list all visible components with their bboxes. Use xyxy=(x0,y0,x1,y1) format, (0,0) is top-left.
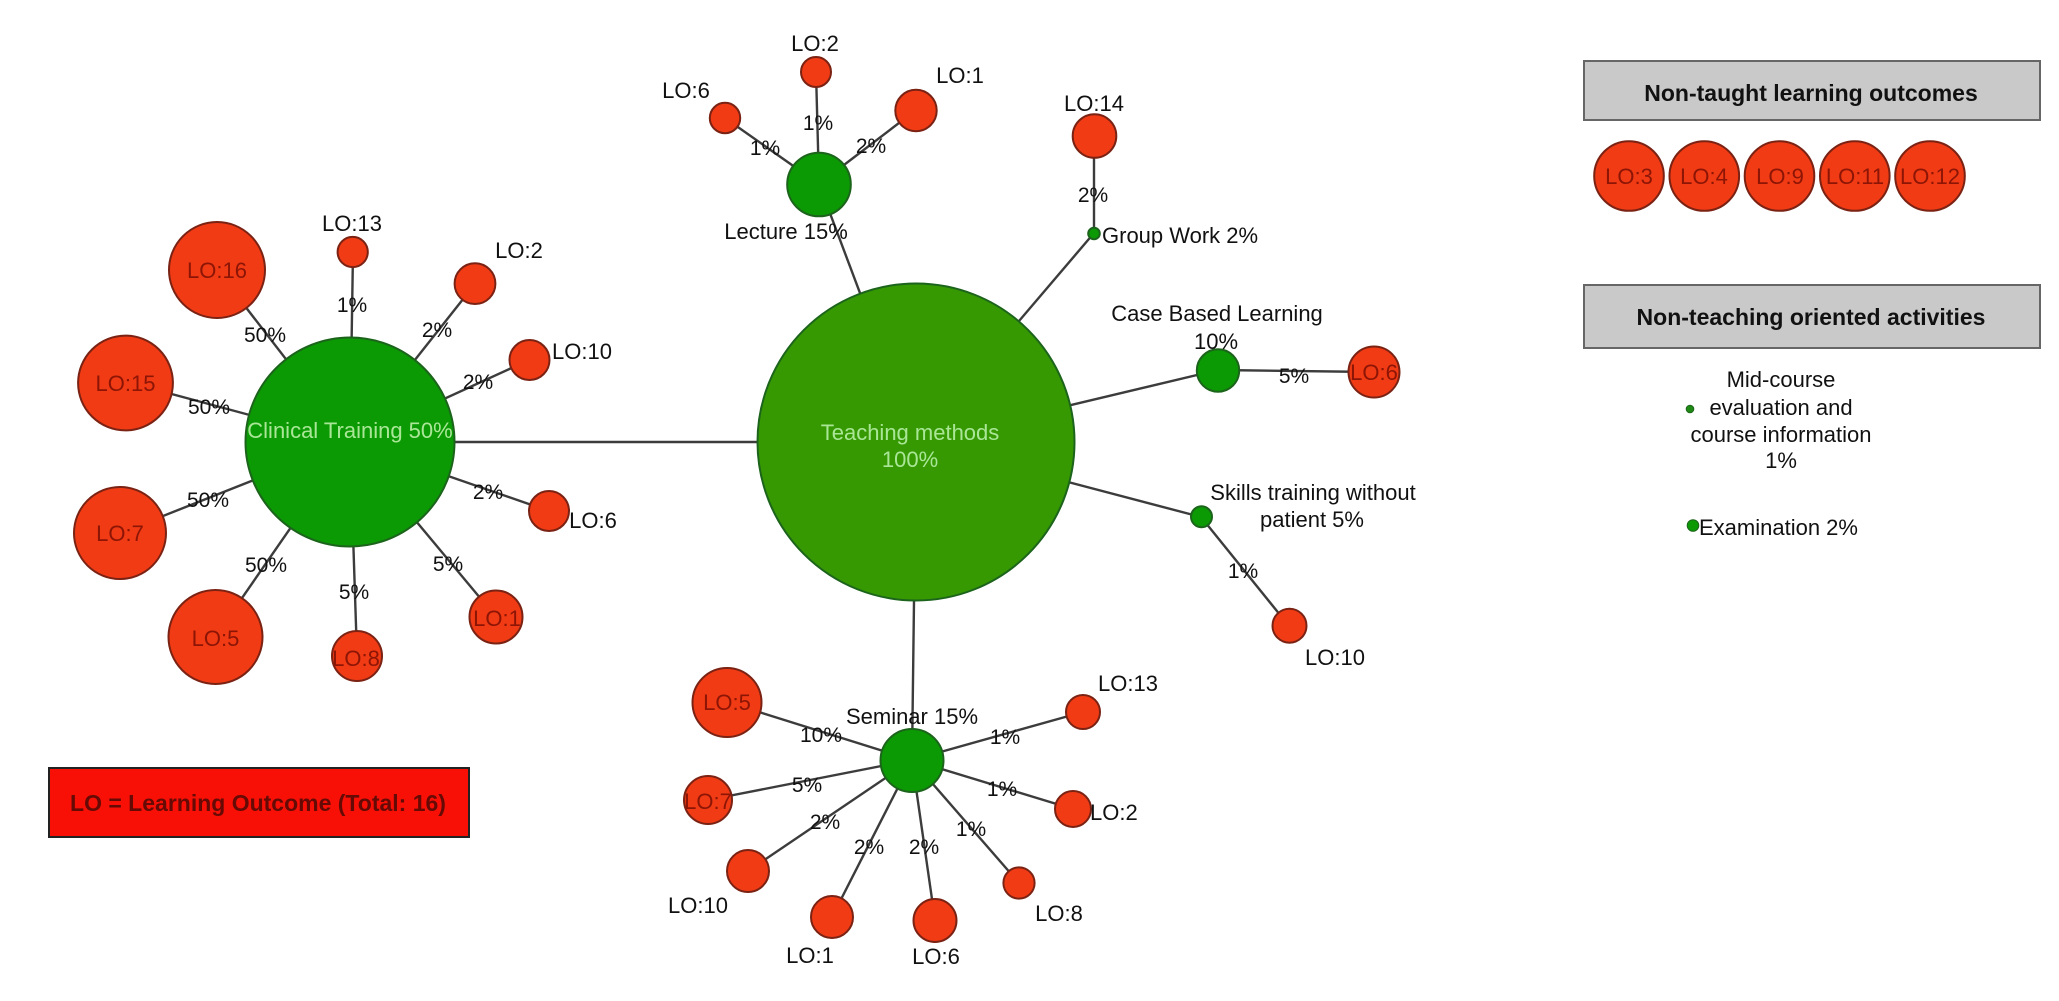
svg-text:LO:4: LO:4 xyxy=(1680,164,1728,189)
svg-text:LO:12: LO:12 xyxy=(1900,164,1960,189)
svg-text:LO:6: LO:6 xyxy=(662,78,710,103)
svg-text:Skills training without: Skills training without xyxy=(1210,480,1415,505)
svg-text:LO:3: LO:3 xyxy=(1605,164,1653,189)
svg-text:2%: 2% xyxy=(1078,184,1108,207)
svg-text:10%: 10% xyxy=(1194,329,1238,354)
svg-text:LO:2: LO:2 xyxy=(495,238,543,263)
svg-text:LO:13: LO:13 xyxy=(1098,671,1158,696)
svg-text:1%: 1% xyxy=(956,818,986,841)
svg-text:1%: 1% xyxy=(1228,560,1258,583)
svg-text:LO:15: LO:15 xyxy=(96,371,156,396)
svg-text:patient 5%: patient 5% xyxy=(1260,507,1364,532)
svg-text:1%: 1% xyxy=(750,137,780,160)
svg-text:1%: 1% xyxy=(1765,448,1797,473)
svg-text:5%: 5% xyxy=(433,553,463,576)
svg-text:1%: 1% xyxy=(990,726,1020,749)
svg-text:Non-teaching oriented activiti: Non-teaching oriented activities xyxy=(1637,304,1986,330)
svg-text:2%: 2% xyxy=(810,811,840,834)
svg-text:LO:1: LO:1 xyxy=(786,943,834,968)
svg-text:Clinical Training 50%: Clinical Training 50% xyxy=(247,418,452,443)
svg-text:1%: 1% xyxy=(803,112,833,135)
svg-text:LO:14: LO:14 xyxy=(1064,91,1124,116)
svg-text:50%: 50% xyxy=(245,554,287,577)
svg-text:Lecture 15%: Lecture 15% xyxy=(724,219,848,244)
svg-text:2%: 2% xyxy=(909,836,939,859)
svg-text:5%: 5% xyxy=(339,581,369,604)
svg-text:LO:5: LO:5 xyxy=(192,626,240,651)
svg-text:2%: 2% xyxy=(463,371,493,394)
svg-text:50%: 50% xyxy=(188,396,230,419)
svg-text:LO:1: LO:1 xyxy=(473,606,521,631)
svg-text:Case Based Learning: Case Based Learning xyxy=(1111,301,1323,326)
svg-text:LO:16: LO:16 xyxy=(187,258,247,283)
svg-text:2%: 2% xyxy=(422,319,452,342)
svg-text:LO:13: LO:13 xyxy=(322,211,382,236)
svg-text:Seminar 15%: Seminar 15% xyxy=(846,704,978,729)
svg-text:1%: 1% xyxy=(987,778,1017,801)
svg-text:Mid-course: Mid-course xyxy=(1727,367,1836,392)
svg-text:2%: 2% xyxy=(473,481,503,504)
svg-text:Non-taught learning outcomes: Non-taught learning outcomes xyxy=(1644,80,1978,106)
svg-text:LO:8: LO:8 xyxy=(1035,901,1083,926)
svg-text:10%: 10% xyxy=(800,724,842,747)
svg-text:LO:5: LO:5 xyxy=(703,690,751,715)
svg-text:50%: 50% xyxy=(187,489,229,512)
svg-text:LO:6: LO:6 xyxy=(1350,360,1398,385)
svg-text:LO:6: LO:6 xyxy=(912,944,960,969)
svg-text:100%: 100% xyxy=(882,447,938,472)
svg-text:5%: 5% xyxy=(1279,365,1309,388)
svg-text:LO:10: LO:10 xyxy=(668,893,728,918)
svg-text:Examination 2%: Examination 2% xyxy=(1699,515,1858,540)
svg-text:course information: course information xyxy=(1691,422,1872,447)
svg-text:LO:11: LO:11 xyxy=(1826,164,1884,189)
svg-text:LO:10: LO:10 xyxy=(1305,645,1365,670)
svg-text:2%: 2% xyxy=(854,836,884,859)
svg-text:LO:8: LO:8 xyxy=(332,646,380,671)
svg-text:LO:2: LO:2 xyxy=(791,31,839,56)
svg-text:Teaching methods: Teaching methods xyxy=(821,420,1000,445)
svg-text:Group Work 2%: Group Work 2% xyxy=(1102,223,1258,248)
svg-text:LO:1: LO:1 xyxy=(936,63,984,88)
svg-text:LO:10: LO:10 xyxy=(552,339,612,364)
svg-text:LO:7: LO:7 xyxy=(96,521,144,546)
svg-text:LO:7: LO:7 xyxy=(684,789,732,814)
svg-text:2%: 2% xyxy=(856,135,886,158)
svg-text:5%: 5% xyxy=(792,774,822,797)
svg-text:LO:6: LO:6 xyxy=(569,508,617,533)
svg-text:50%: 50% xyxy=(244,324,286,347)
svg-text:1%: 1% xyxy=(337,294,367,317)
svg-text:LO:2: LO:2 xyxy=(1090,800,1138,825)
svg-text:LO = Learning Outcome (Total:: LO = Learning Outcome (Total: 16) xyxy=(70,790,446,816)
svg-text:evaluation and: evaluation and xyxy=(1709,395,1852,420)
svg-text:LO:9: LO:9 xyxy=(1756,164,1804,189)
